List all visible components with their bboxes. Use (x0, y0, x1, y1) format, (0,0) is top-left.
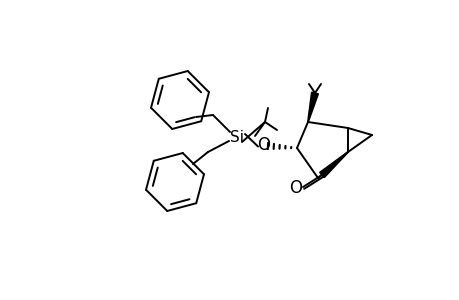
Polygon shape (307, 92, 318, 122)
Text: O: O (289, 179, 302, 197)
Polygon shape (319, 152, 347, 178)
Text: Si: Si (230, 130, 243, 145)
Text: O: O (257, 136, 270, 154)
